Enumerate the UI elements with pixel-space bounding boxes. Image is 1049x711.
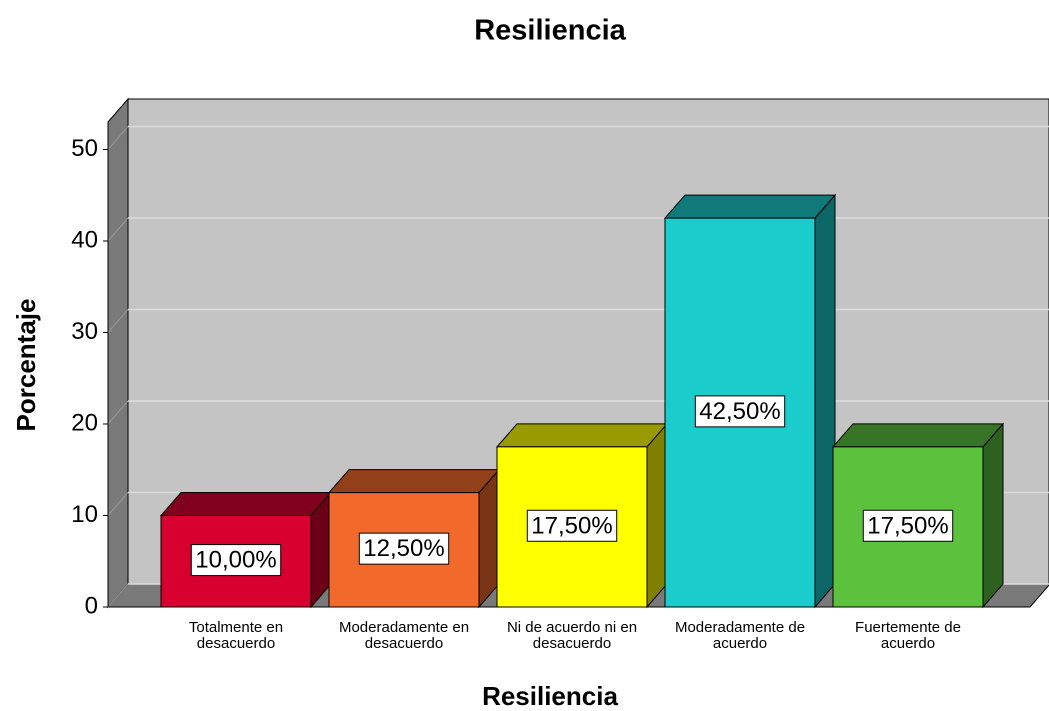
value-label: 42,50% <box>699 398 780 425</box>
side-grid-line <box>107 583 129 608</box>
y-tick-label: 50 <box>71 135 98 162</box>
bar-side <box>646 422 668 609</box>
value-label-box <box>526 509 618 542</box>
bar-side <box>814 193 836 609</box>
x-tick-label: Fuertemente de acuerdo <box>855 619 961 652</box>
x-tick-label: Moderadamente de acuerdo <box>674 619 806 652</box>
bar-top <box>663 194 837 219</box>
bar-top <box>495 423 669 448</box>
bar-side <box>478 468 500 609</box>
chart-title: Resiliencia <box>474 15 626 47</box>
value-label-group: 10,00% <box>190 544 282 577</box>
value-label-box <box>694 395 786 428</box>
side-grid-line <box>107 309 129 333</box>
bar-top <box>327 469 501 494</box>
value-label-box <box>862 509 954 542</box>
side-grid-line <box>107 400 129 425</box>
y-tick-label: 40 <box>71 226 98 253</box>
y-tick-label: 20 <box>71 409 98 436</box>
value-label-group: 17,50% <box>526 509 618 542</box>
y-tick-label: 30 <box>71 318 98 345</box>
side-grid-line <box>107 126 129 150</box>
x-tick-label: Ni de acuerdo ni en desacuerdo <box>506 619 638 652</box>
side-grid-line <box>107 217 129 242</box>
y-axis-label: Porcentaje <box>11 299 41 432</box>
value-label: 17,50% <box>867 512 948 539</box>
bar-side <box>982 422 1004 609</box>
bar-top <box>159 491 333 516</box>
side-grid-line <box>107 492 129 516</box>
value-label: 12,50% <box>363 535 444 562</box>
y-tick-label: 0 <box>85 592 98 619</box>
value-label: 10,00% <box>195 547 276 574</box>
value-label-group: 42,50% <box>694 395 786 428</box>
bar <box>160 514 312 608</box>
bar-top <box>831 423 1005 448</box>
value-label-group: 17,50% <box>862 509 954 542</box>
value-label: 17,50% <box>531 512 612 539</box>
y-tick-label: 10 <box>71 501 98 528</box>
x-axis-label: Resiliencia <box>482 681 618 711</box>
x-tick-label: Moderadamente en desacuerdo <box>338 619 470 652</box>
x-tick-label: Totalmente en desacuerdo <box>188 619 284 652</box>
value-label-group: 12,50% <box>358 532 450 565</box>
value-label-box <box>190 544 282 577</box>
side-wall <box>107 97 129 609</box>
value-label-box <box>358 532 450 565</box>
